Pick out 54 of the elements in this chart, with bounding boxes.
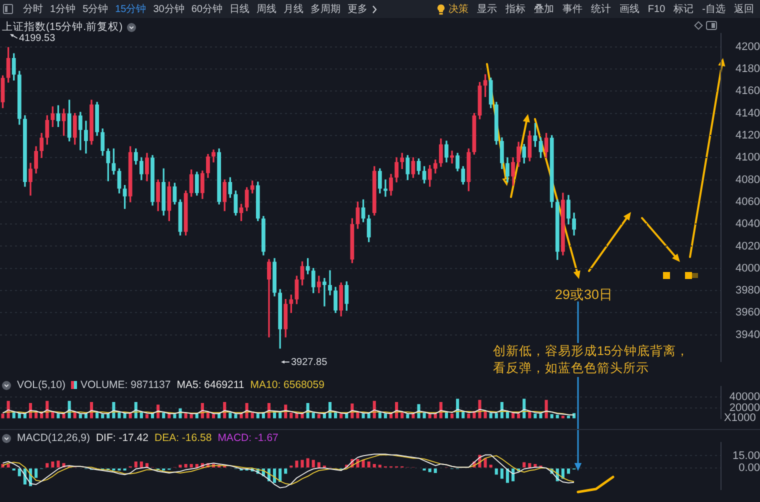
legend-title: VOL(5,10) [17,379,66,391]
y-tick-label: 4000 [736,262,760,274]
text: 更多 [348,3,368,16]
text: 指标 [505,2,526,16]
text: 5分钟 [82,2,108,16]
text: -自选 [702,2,726,16]
text: 周线 [256,2,276,16]
y-tick-label: 4060 [736,196,760,208]
text: 决策 [448,2,468,16]
annotation: 4199.53 [19,33,56,44]
y-tick-label: 15.00 [732,450,760,462]
text: DEA: -16.58 [154,432,212,444]
y-tick-label: 3940 [736,328,760,341]
y-tick-label: 40000 [729,391,760,404]
y-tick-label: 0.00 [738,462,760,474]
annotation: 3927.85 [291,357,328,368]
text: 标记 [674,2,694,16]
text: 显示 [476,3,497,16]
y-tick-label: 4080 [736,174,760,186]
text: 1分钟 [50,2,76,16]
chart-title: 上证指数(15分钟.前复权) [2,20,123,34]
text: 30分钟 [153,2,184,16]
text: 返回 [734,2,754,16]
text: 月线 [284,2,304,16]
text: 事件 [562,2,582,16]
y-tick-label: 4120 [736,130,760,142]
text: 15分钟 [115,2,146,16]
y-tick-label: 20000 [729,402,760,414]
y-tick-label: 4100 [736,152,760,164]
text: 叠加 [534,2,554,16]
text: 多周期 [310,2,340,16]
y-tick-label: 4040 [736,218,760,230]
series-label: MA5: 6469211 [176,379,244,391]
y-tick-label: 4200 [736,40,760,53]
annotation: 创新低，容易形成15分钟底背离，看反弹，如蓝色色箭头所示 [493,343,694,377]
y-tick-label: 4140 [736,107,760,120]
legend-label: VOLUME: 9871137 [80,379,171,391]
y-axis-title: X1000 [724,412,756,424]
y-tick-label: 3980 [736,284,760,297]
text: 统计 [590,2,611,16]
text: MA10: 6568059 [250,379,324,391]
annotation: 29或30日 [555,287,614,303]
text: F10 [648,4,666,14]
text: 画线 [619,2,640,16]
text: DIF: -17.42 [96,432,148,444]
series-label: MACD: -1.67 [218,432,278,444]
text: 60分钟 [191,2,222,16]
text: 分时 [23,2,43,16]
y-tick-label: 4180 [736,63,760,76]
y-tick-label: 3960 [736,306,760,319]
y-tick-label: 4160 [736,85,760,98]
legend-title: MACD(12,26,9) [17,432,90,444]
y-tick-label: 4020 [736,240,760,252]
text: 日线 [230,2,250,16]
